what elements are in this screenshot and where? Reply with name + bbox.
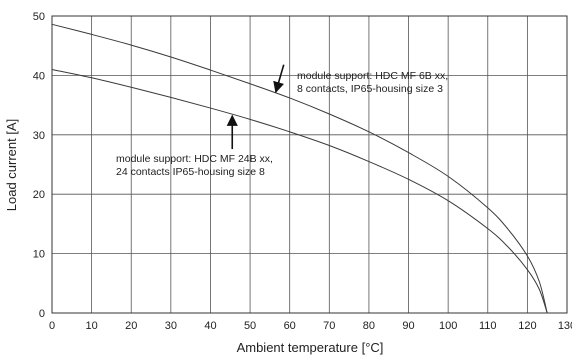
plot-border <box>51 15 568 314</box>
series-line-1 <box>51 23 548 314</box>
annotations: module support: HDC MF 6B xx,8 contacts,… <box>116 64 448 178</box>
annotation-text: module support: HDC MF 6B xx, <box>297 70 448 82</box>
plot-frame <box>51 15 568 314</box>
x-tick-label: 10 <box>85 320 97 332</box>
y-tick-label: 50 <box>33 11 45 23</box>
x-tick-label: 120 <box>518 320 536 332</box>
y-axis-label: Load current [A] <box>4 119 19 212</box>
x-tick-label: 100 <box>439 320 457 332</box>
series-lines <box>51 23 548 314</box>
y-tick-label: 30 <box>33 130 45 142</box>
annotation-arrow <box>273 64 285 94</box>
x-tick-label: 80 <box>363 320 375 332</box>
y-tick-label: 0 <box>39 308 45 320</box>
x-tick-label: 130 <box>558 320 572 332</box>
x-tick-label: 30 <box>165 320 177 332</box>
annotation-text: module support: HDC MF 24B xx, <box>116 153 273 165</box>
y-tick-label: 40 <box>33 70 45 82</box>
x-tick-label: 70 <box>323 320 335 332</box>
x-tick-label: 50 <box>244 320 256 332</box>
axis-ticks: 0 10 20 30 40 50 60 70 80 90 100 110 120 130 0 10 20 30 40… <box>33 11 572 332</box>
y-tick-label: 10 <box>33 249 45 261</box>
series-line-2 <box>51 68 548 314</box>
x-tick-label: 90 <box>402 320 414 332</box>
annotation-text: 8 contacts, IP65-housing size 3 <box>297 83 443 95</box>
x-tick-label: 0 <box>49 320 55 332</box>
x-axis-label: Ambient temperature [°C] <box>237 340 384 355</box>
x-tick-label: 60 <box>284 320 296 332</box>
y-tick-label: 20 <box>33 189 45 201</box>
annotation-text: 24 contacts IP65-housing size 8 <box>116 166 265 178</box>
x-tick-label: 20 <box>125 320 137 332</box>
x-tick-label: 40 <box>204 320 216 332</box>
x-tick-label: 110 <box>479 320 497 332</box>
